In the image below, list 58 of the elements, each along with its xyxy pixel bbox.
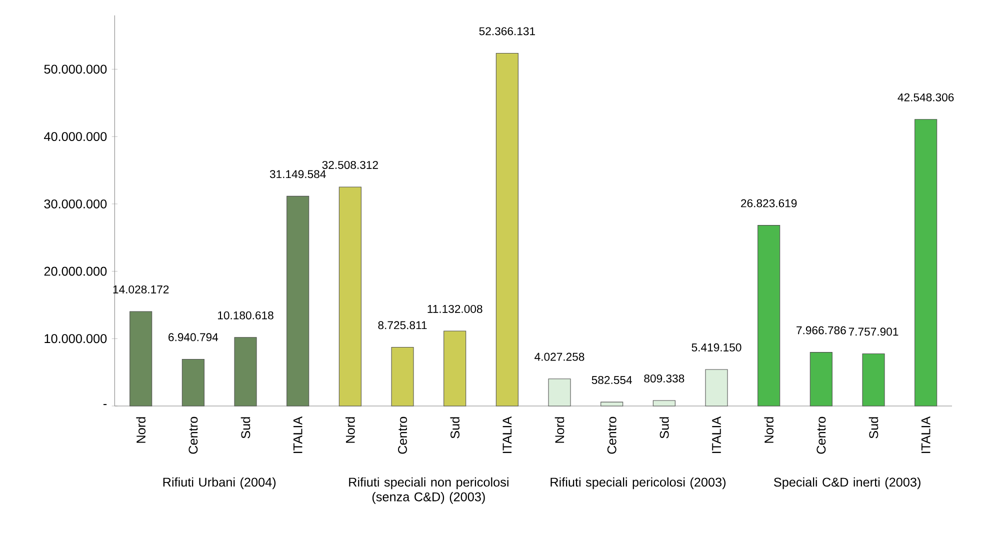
x-tick-label: Nord [764, 417, 774, 443]
x-tick-label: Sud [660, 417, 669, 438]
bar [914, 119, 938, 406]
data-label: 26.823.619 [741, 199, 797, 208]
data-label: 11.132.008 [428, 304, 482, 313]
data-label: 4.027.258 [534, 352, 584, 361]
y-tick-label: 40.000.000 [44, 132, 107, 142]
y-tick-label: 30.000.000 [44, 199, 107, 208]
x-tick-label: Centro [607, 416, 616, 454]
data-label: 5.419.150 [692, 343, 742, 352]
text: Rifiuti speciali pericolosi (2003) [550, 477, 726, 490]
data-label: 42.548.306 [898, 93, 954, 102]
data-label: 7.757.901 [848, 328, 898, 336]
x-tick-label: ITALIA [502, 416, 512, 453]
x-tick-label: ITALIA [293, 416, 302, 453]
bar [705, 369, 728, 406]
bar [338, 186, 362, 406]
data-label: 31.149.584 [270, 170, 326, 178]
bar [496, 53, 518, 406]
bar [758, 225, 780, 406]
data-label: 582.554 [592, 376, 632, 384]
text: Rifiuti speciali non pericolosi (senza C&D) (2003) [349, 477, 508, 504]
bar [130, 311, 152, 406]
x-tick-label: Centro [816, 416, 826, 454]
bar [391, 346, 414, 406]
x-tick-label: Sud [240, 417, 250, 438]
x-tick-label: Centro [188, 416, 198, 454]
y-tick-label: 20.000.000 [44, 266, 107, 276]
bar [182, 358, 204, 406]
bar [862, 353, 885, 406]
bar [286, 196, 310, 406]
data-label: 809.338 [644, 374, 684, 382]
data-label: 6.940.794 [168, 333, 218, 342]
y-tick-label: 50.000.000 [44, 64, 107, 74]
data-label: 7.966.786 [796, 326, 846, 334]
x-tick-label: Nord [346, 417, 355, 443]
bar [600, 402, 624, 406]
x-tick-label: Centro [398, 416, 407, 454]
x-tick-label: Sud [868, 417, 878, 438]
y-tick-label: 10.000.000 [44, 334, 107, 344]
bar [810, 352, 832, 406]
bar [548, 378, 571, 406]
data-label: 52.366.131 [479, 27, 535, 36]
data-label: 14.028.172 [113, 285, 169, 294]
text: Rifiuti Urbani (2004) [163, 477, 276, 490]
x-tick-label: Nord [554, 417, 564, 443]
bar [444, 330, 466, 406]
y-tick-label: - [103, 404, 107, 406]
data-label: 32.508.312 [322, 160, 378, 169]
x-tick-label: Sud [450, 417, 460, 438]
x-tick-label: Nord [136, 417, 146, 443]
bar [234, 337, 257, 406]
data-label: 8.725.811 [378, 321, 427, 330]
text: Speciali C&D inerti (2003) [774, 477, 920, 490]
x-tick-label: ITALIA [921, 416, 930, 453]
bar [652, 400, 676, 406]
x-tick-label: ITALIA [712, 416, 721, 453]
data-label: 10.180.618 [218, 311, 274, 320]
